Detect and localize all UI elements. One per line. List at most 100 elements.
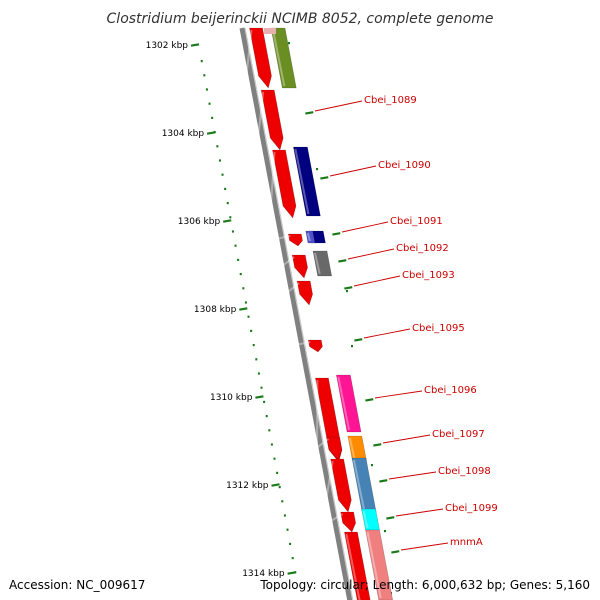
ruler-dot xyxy=(200,60,203,63)
tick-mark xyxy=(239,307,248,311)
ruler-dot xyxy=(351,345,353,348)
ruler-dot xyxy=(229,216,232,219)
ruler-dot xyxy=(384,530,386,533)
tick-mark xyxy=(271,483,280,487)
gene-label: Cbei_1096 xyxy=(424,385,477,396)
gene-feature xyxy=(335,374,362,433)
gene-feature xyxy=(361,508,380,531)
ruler-dot xyxy=(234,244,237,247)
forward-gene xyxy=(277,233,303,247)
tick-mark xyxy=(255,395,264,399)
gene-tick xyxy=(338,259,347,263)
gene-label: Cbei_1098 xyxy=(438,466,491,477)
leader-line xyxy=(329,165,377,177)
gene-tick xyxy=(373,443,382,447)
ruler-dot xyxy=(239,273,242,276)
leader-line xyxy=(400,542,449,551)
forward-gene xyxy=(245,27,272,89)
ruler-dot xyxy=(268,429,271,432)
leader-line xyxy=(353,275,401,287)
gene-tick xyxy=(332,232,341,236)
ruler-dot xyxy=(208,102,211,105)
gene-label: Cbei_1089 xyxy=(364,95,417,106)
ruler-dot xyxy=(242,287,245,290)
leader-line xyxy=(395,508,444,517)
ruler-dot xyxy=(270,443,273,446)
ruler-dot xyxy=(346,290,348,293)
ruler-dot xyxy=(316,168,318,171)
ruler-dot xyxy=(216,145,219,148)
ruler-dot xyxy=(203,74,206,77)
map-title: Clostridium beijerinckii NCIMB 8052, com… xyxy=(107,11,494,27)
gene-feature xyxy=(365,529,394,600)
forward-gene xyxy=(316,436,343,461)
gene-label: Cbei_1091 xyxy=(390,216,443,227)
ruler-dot xyxy=(226,202,229,205)
tick-label: 1302 kbp xyxy=(146,41,189,51)
ruler-dot xyxy=(371,464,373,467)
tick-mark xyxy=(223,219,232,223)
tick-mark xyxy=(206,131,216,135)
forward-gene xyxy=(257,89,284,151)
ruler-dot xyxy=(265,415,268,418)
accession-text: Accession: NC_009617 xyxy=(9,578,146,592)
ruler-dot xyxy=(250,329,253,332)
leader-line xyxy=(374,390,423,399)
gene-feature xyxy=(264,28,276,34)
ruler-dot xyxy=(257,372,260,375)
ruler-dot xyxy=(231,230,234,233)
ruler-dot xyxy=(252,344,255,347)
gene-tick xyxy=(320,176,329,180)
leader-line xyxy=(363,328,411,339)
topology-text: Topology: circular; Length: 6,000,632 bp… xyxy=(260,578,590,592)
ruler-dot xyxy=(260,386,263,389)
forward-gene xyxy=(330,511,357,533)
ruler-dot xyxy=(255,358,258,361)
gene-tick xyxy=(365,398,374,402)
ruler-dot xyxy=(247,315,250,318)
gene-label: Cbei_1099 xyxy=(445,503,498,514)
backbone-line xyxy=(239,27,353,600)
forward-gene xyxy=(282,254,308,279)
ruler-dot xyxy=(237,258,240,261)
gene-feature xyxy=(270,27,297,89)
backbone-highlight xyxy=(244,27,354,600)
ruler-dot xyxy=(281,500,284,503)
tick-label: 1314 kbp xyxy=(242,569,285,579)
gene-label: Cbei_1097 xyxy=(432,429,485,440)
leader-line xyxy=(382,434,431,444)
tick-label: 1306 kbp xyxy=(178,217,221,227)
leader-line xyxy=(388,471,437,480)
forward-gene xyxy=(287,280,313,306)
gene-feature xyxy=(312,250,333,277)
gene-label: Cbei_1092 xyxy=(396,243,449,254)
gene-feature xyxy=(351,457,377,513)
ruler-dot xyxy=(205,88,208,91)
tick-label: 1312 kbp xyxy=(226,481,269,491)
gene-tick xyxy=(344,286,353,290)
ruler-dot xyxy=(263,400,266,403)
tick-label: 1310 kbp xyxy=(210,393,253,403)
ruler-dot xyxy=(221,173,224,176)
tick-label: 1304 kbp xyxy=(162,129,205,139)
gene-feature xyxy=(305,230,316,244)
ruler-dot xyxy=(278,486,281,489)
gene-tick xyxy=(354,338,363,342)
tick-mark xyxy=(287,571,296,575)
ruler-dot xyxy=(218,159,221,162)
leader-line xyxy=(314,100,363,112)
gene-tick xyxy=(305,111,314,115)
gene-label: Cbei_1095 xyxy=(412,323,465,334)
gene-tick xyxy=(379,479,388,483)
forward-gene xyxy=(344,531,371,600)
ruler-dot xyxy=(286,528,289,531)
gene-label: Cbei_1093 xyxy=(402,270,455,281)
tick-label: 1308 kbp xyxy=(194,305,237,315)
ruler-dot xyxy=(291,557,294,560)
ruler-dot xyxy=(224,187,227,190)
ruler-dot xyxy=(288,42,290,45)
gene-tick xyxy=(391,550,400,554)
gene-label: mnmA xyxy=(450,537,483,548)
gene-feature xyxy=(347,435,367,461)
